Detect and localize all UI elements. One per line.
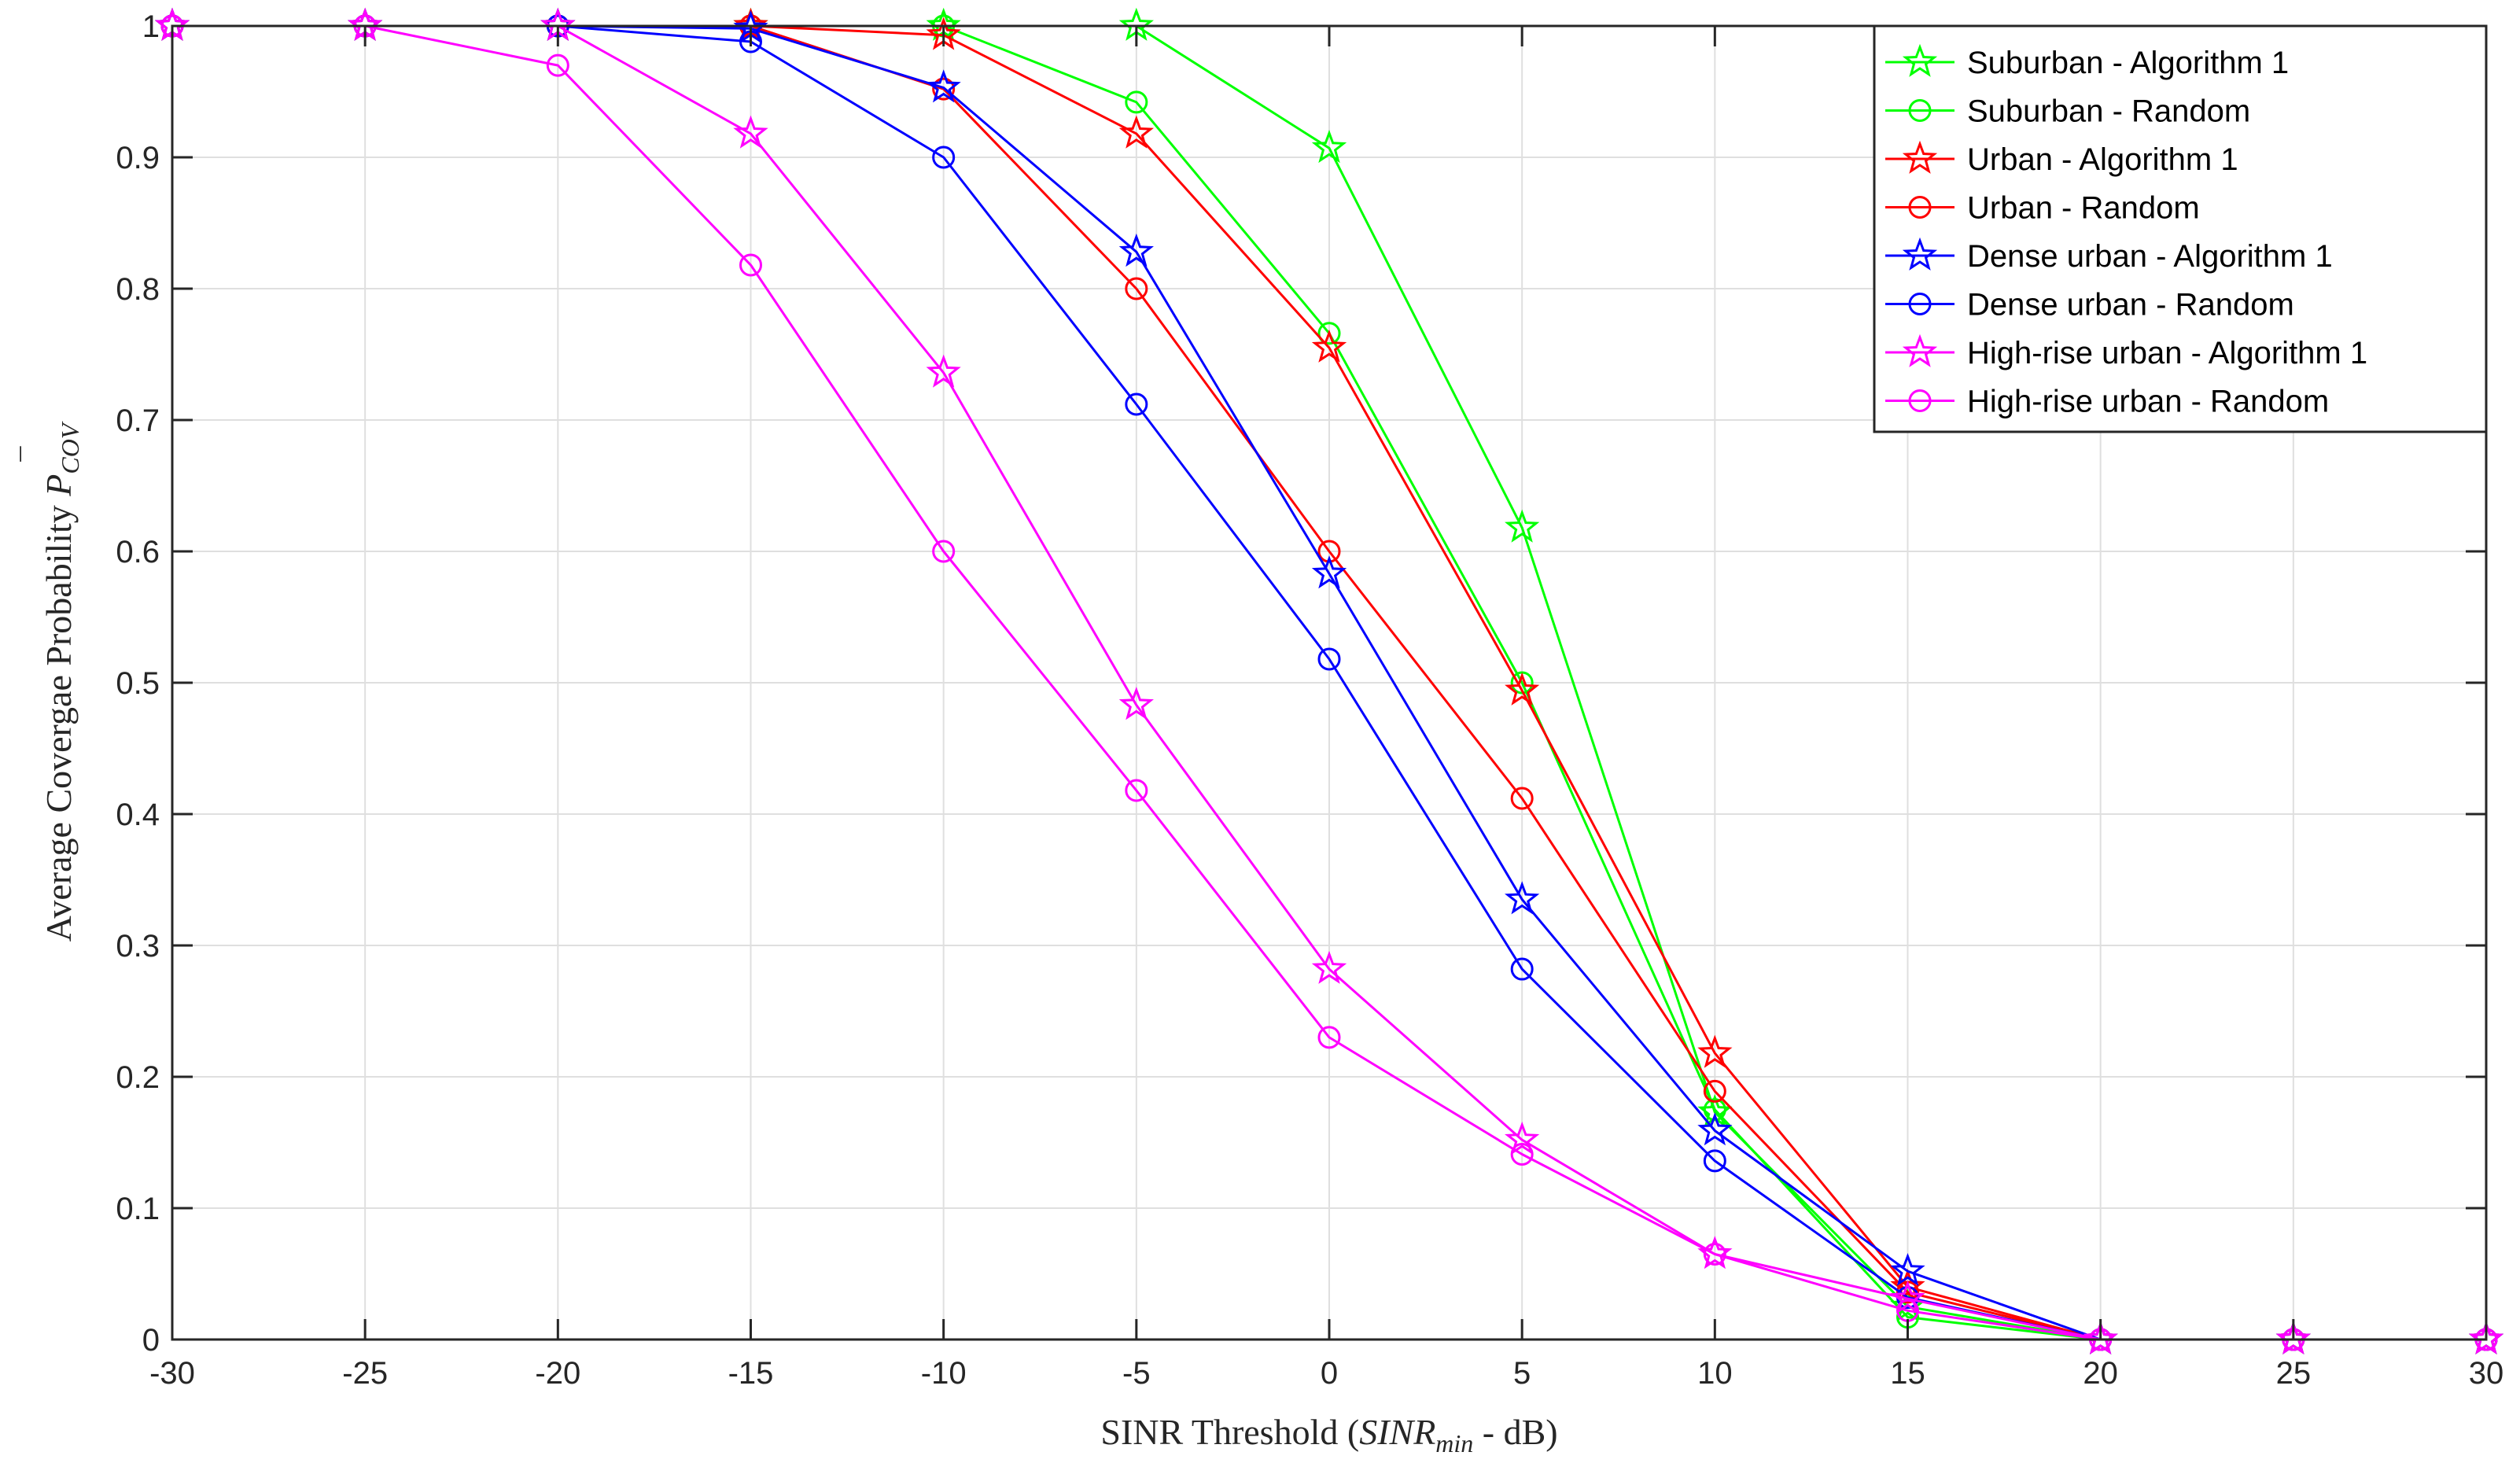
data-point-circle <box>1703 1079 1726 1103</box>
x-tick-label: 15 <box>1890 1356 1925 1391</box>
data-point-circle <box>1510 787 1534 810</box>
data-point-star <box>1890 1252 1925 1286</box>
data-point-star <box>1505 672 1540 706</box>
data-point-star <box>2275 1321 2311 1354</box>
data-point-star <box>926 354 961 388</box>
y-tick-label: 0 <box>142 1323 160 1358</box>
x-tick-label: -15 <box>728 1356 774 1391</box>
legend-entry: High-rise urban - Algorithm 1 <box>1885 334 2367 370</box>
data-point-star <box>733 115 768 149</box>
x-tick-label: 5 <box>1513 1356 1531 1391</box>
legend-entry: Urban - Algorithm 1 <box>1885 140 2238 177</box>
data-point-circle <box>1510 1143 1534 1166</box>
data-point-circle <box>739 253 762 277</box>
y-tick-label: 1 <box>142 9 160 44</box>
data-point-circle <box>932 540 956 563</box>
legend-label: Dense urban - Algorithm 1 <box>1967 239 2333 274</box>
y-tick-label: 0.6 <box>116 535 160 569</box>
x-tick-label: 25 <box>2276 1356 2312 1391</box>
legend-label: Urban - Random <box>1967 191 2200 226</box>
y-tick-label: 0.7 <box>116 404 160 438</box>
data-point-star <box>2468 1321 2504 1354</box>
data-point-circle <box>1125 277 1148 300</box>
legend-entry: High-rise urban - Random <box>1885 385 2329 419</box>
x-tick-label: 30 <box>2469 1356 2504 1391</box>
data-point-star <box>2083 1321 2118 1354</box>
data-point-circle <box>932 146 956 169</box>
tick-labels: -30 -25 -20 -15 -10 -5 0 5 10 15 20 25 30 0 0.1 0.2 0.3 0… <box>116 9 2503 1391</box>
data-point-circle <box>546 53 569 77</box>
data-point-circle <box>1510 957 1534 981</box>
legend-marker-circle <box>1908 389 1932 412</box>
x-tick-label: 10 <box>1697 1356 1733 1391</box>
legend-entry: Urban - Random <box>1885 191 2200 226</box>
data-point-star <box>1697 1034 1733 1068</box>
data-point-star <box>926 69 961 103</box>
x-tick-label: 0 <box>1321 1356 1338 1391</box>
legend-marker-circle <box>1908 196 1932 219</box>
legend-marker-star <box>1902 237 1938 271</box>
legend-label: Suburban - Random <box>1967 94 2250 129</box>
data-point-circle <box>1125 90 1148 114</box>
data-point-circle <box>932 77 956 101</box>
x-axis-label: SINR Threshold (SINRmin - dB) <box>1100 1412 1557 1457</box>
data-point-circle <box>1703 1098 1726 1122</box>
data-point-circle <box>1317 322 1341 345</box>
data-point-circle <box>1317 1026 1341 1049</box>
data-point-star <box>1505 509 1540 543</box>
y-tick-label: 0.3 <box>116 929 160 964</box>
legend-marker-circle <box>1908 293 1932 315</box>
legend-entry: Suburban - Random <box>1885 94 2250 129</box>
data-point-star <box>1890 1280 1925 1314</box>
x-tick-label: -10 <box>921 1356 967 1391</box>
y-tick-label: 0.9 <box>116 141 160 175</box>
data-point-circle <box>1317 647 1341 671</box>
data-point-circle <box>1703 1242 1726 1266</box>
legend-label: High-rise urban - Algorithm 1 <box>1967 336 2367 370</box>
legend-entry: Suburban - Algorithm 1 <box>1885 43 2289 80</box>
legend-label: Urban - Algorithm 1 <box>1967 142 2238 177</box>
legend-box <box>1873 24 2488 433</box>
y-tick-label: 0.2 <box>116 1060 160 1095</box>
y-tick-label: 0.8 <box>116 272 160 307</box>
data-point-star <box>1505 881 1540 915</box>
legend-marker-star <box>1902 334 1938 367</box>
y-tick-label: 0.4 <box>116 798 160 832</box>
legend-label: Dense urban - Random <box>1967 288 2294 322</box>
x-tick-label: 20 <box>2083 1356 2118 1391</box>
data-point-circle <box>1125 392 1148 416</box>
legend-label: High-rise urban - Random <box>1967 385 2329 419</box>
data-point-star <box>1311 130 1347 164</box>
legend-marker-star <box>1902 43 1938 77</box>
data-point-star <box>1311 555 1347 589</box>
y-axis-label: Average Covergae Probability PCOV¯ <box>17 421 84 942</box>
data-point-circle <box>1125 779 1148 802</box>
x-tick-label: -30 <box>149 1356 195 1391</box>
data-point-star <box>1118 687 1154 720</box>
data-point-star <box>1118 233 1154 267</box>
x-tick-label: -25 <box>342 1356 388 1391</box>
legend-label: Suburban - Algorithm 1 <box>1967 46 2289 80</box>
legend-marker-circle <box>1908 99 1932 122</box>
data-point-star <box>1311 950 1347 984</box>
legend-entry: Dense urban - Random <box>1885 288 2294 322</box>
x-tick-label: -20 <box>535 1356 580 1391</box>
grid <box>171 25 2487 1340</box>
legend: Suburban - Algorithm 1 Suburban - Random U… <box>1873 24 2488 433</box>
data-point-star <box>1311 329 1347 363</box>
data-point-star <box>1505 1121 1540 1155</box>
data-point-circle <box>1703 1149 1726 1173</box>
legend-marker-star <box>1902 140 1938 174</box>
data-point-star <box>1118 115 1154 149</box>
data-point-star <box>1697 1112 1733 1146</box>
y-tick-label: 0.1 <box>116 1192 160 1226</box>
legend-entry: Dense urban - Algorithm 1 <box>1885 237 2333 274</box>
y-tick-label: 0.5 <box>116 666 160 701</box>
x-tick-label: -5 <box>1122 1356 1151 1391</box>
